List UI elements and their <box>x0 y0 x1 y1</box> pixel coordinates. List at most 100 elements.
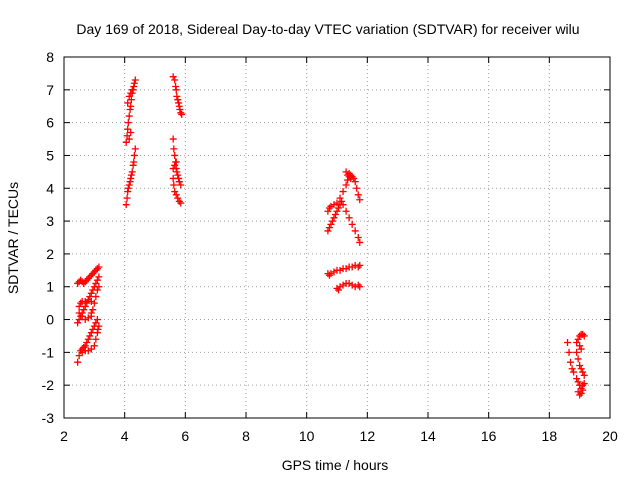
data-point <box>330 268 338 276</box>
data-point <box>92 319 100 327</box>
data-point <box>89 306 97 314</box>
grid-lines <box>64 57 610 418</box>
plot-frame <box>63 56 611 419</box>
data-point <box>83 276 91 284</box>
data-point <box>93 316 101 324</box>
data-point <box>86 332 94 340</box>
y-tick-label: 5 <box>46 147 54 163</box>
data-point <box>172 86 180 94</box>
data-point <box>80 279 88 287</box>
data-point <box>74 319 82 327</box>
data-point <box>124 99 132 107</box>
data-point <box>173 168 181 176</box>
data-point <box>81 278 89 286</box>
data-point <box>574 355 582 363</box>
data-point <box>331 211 339 219</box>
y-tick-label: 0 <box>46 312 54 328</box>
data-point <box>330 214 338 222</box>
data-point <box>573 348 581 356</box>
data-point <box>324 227 332 235</box>
data-point <box>354 281 362 289</box>
data-point <box>336 194 344 202</box>
data-point <box>573 375 581 383</box>
data-point <box>348 220 356 228</box>
data-point <box>80 343 88 351</box>
data-point <box>84 296 92 304</box>
x-tick-label: 10 <box>299 428 315 444</box>
x-tick-label: 14 <box>420 428 436 444</box>
data-point <box>171 188 179 196</box>
data-point <box>81 316 89 324</box>
data-point <box>128 86 136 94</box>
data-point <box>127 89 135 97</box>
data-point <box>579 386 587 394</box>
data-point <box>580 371 588 379</box>
data-point <box>175 197 183 205</box>
data-point <box>177 199 185 207</box>
data-point <box>90 342 98 350</box>
data-point <box>333 284 341 292</box>
data-point <box>564 339 572 347</box>
data-point <box>93 265 101 273</box>
chart-title: Day 169 of 2018, Sidereal Day-to-day VTE… <box>76 21 579 37</box>
data-point <box>123 194 131 202</box>
data-point <box>80 306 88 314</box>
y-tick-label: 4 <box>46 180 54 196</box>
data-point <box>348 263 356 271</box>
data-point <box>127 171 135 179</box>
data-point <box>169 165 177 173</box>
data-point <box>84 314 92 322</box>
data-point <box>573 339 581 347</box>
data-point <box>130 79 138 87</box>
data-point <box>351 178 359 186</box>
data-point <box>354 191 362 199</box>
x-tick-label: 4 <box>121 428 129 444</box>
data-point <box>173 92 181 100</box>
y-tick-label: 6 <box>46 115 54 131</box>
data-point <box>577 389 585 397</box>
data-point <box>95 263 103 271</box>
data-point <box>171 151 179 159</box>
data-point <box>83 339 91 347</box>
data-point <box>128 168 136 176</box>
data-point <box>342 207 350 215</box>
data-point <box>327 202 335 210</box>
data-point <box>93 276 101 284</box>
data-point <box>81 297 89 305</box>
y-tick-label: 1 <box>46 279 54 295</box>
data-point <box>570 368 578 376</box>
data-point <box>86 273 94 281</box>
data-point <box>87 309 95 317</box>
data-point <box>579 368 587 376</box>
data-point <box>354 234 362 241</box>
data-point <box>131 76 139 84</box>
data-point <box>92 335 100 343</box>
data-point <box>172 191 180 199</box>
data-point <box>124 184 132 192</box>
y-tick-label: 3 <box>46 213 54 229</box>
data-point <box>77 276 85 284</box>
data-point <box>328 217 336 225</box>
data-point <box>568 365 576 373</box>
data-point <box>565 348 573 356</box>
data-point <box>175 178 183 186</box>
x-tick-label: 18 <box>542 428 558 444</box>
data-point <box>87 289 95 297</box>
data-point <box>75 302 83 310</box>
data-point <box>122 138 130 146</box>
data-point <box>94 325 102 333</box>
data-point <box>87 271 95 279</box>
data-point <box>127 128 135 136</box>
x-tick-label: 12 <box>360 428 376 444</box>
y-tick-label: -2 <box>42 377 55 393</box>
data-point <box>125 135 133 143</box>
data-point <box>125 112 133 120</box>
data-point <box>347 174 355 182</box>
data-point <box>75 309 83 317</box>
data-point <box>344 171 352 179</box>
data-point <box>177 181 185 189</box>
data-point <box>345 279 353 287</box>
data-point <box>333 207 341 215</box>
data-points <box>74 73 588 399</box>
